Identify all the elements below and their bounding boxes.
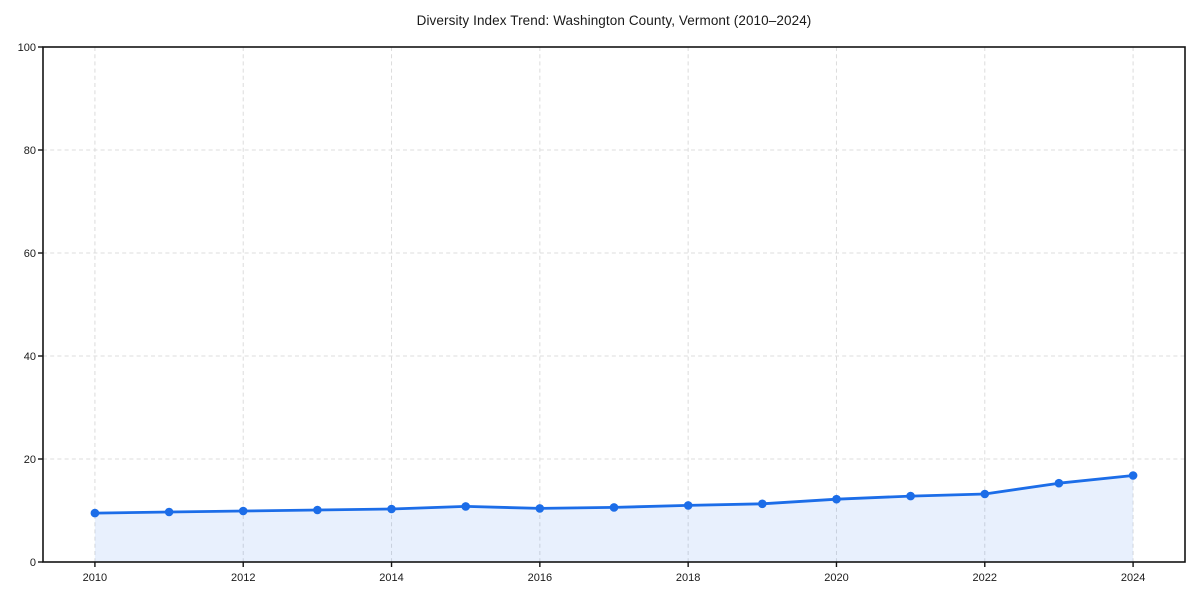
- data-point: [609, 503, 619, 512]
- data-point: [832, 494, 841, 504]
- y-axis-tick-label: 100: [18, 42, 36, 54]
- x-axis-tick-label: 2020: [824, 572, 848, 584]
- area-fill: [94, 475, 1134, 562]
- y-axis-tick-label: 60: [24, 248, 36, 260]
- data-point: [980, 489, 990, 499]
- chart-title: Diversity Index Trend: Washington County…: [416, 13, 812, 28]
- data-point: [1054, 478, 1064, 488]
- data-point: [1128, 471, 1138, 480]
- data-point: [238, 506, 248, 516]
- x-axis-tick-label: 2016: [528, 572, 552, 584]
- data-point: [387, 504, 396, 514]
- data-point: [758, 499, 767, 509]
- y-axis-tick-label: 0: [30, 557, 36, 569]
- data-point: [164, 507, 174, 517]
- x-axis-tick-label: 2022: [973, 572, 997, 584]
- data-point: [313, 505, 322, 515]
- y-axis-tick-label: 20: [24, 454, 36, 466]
- y-axis-tick-label: 40: [24, 351, 36, 363]
- x-axis-tick-label: 2018: [676, 572, 700, 584]
- data-point: [906, 491, 915, 501]
- data-point: [683, 501, 693, 510]
- data-point: [535, 504, 545, 513]
- y-axis-tick-label: 80: [24, 145, 36, 157]
- x-axis-tick-label: 2012: [231, 572, 255, 584]
- data-point: [90, 508, 100, 518]
- x-axis-tick-label: 2010: [83, 572, 107, 584]
- plot-border: [42, 46, 1186, 563]
- data-point: [461, 502, 471, 511]
- x-axis-tick-label: 2024: [1121, 572, 1145, 584]
- x-axis-tick-label: 2014: [379, 572, 403, 584]
